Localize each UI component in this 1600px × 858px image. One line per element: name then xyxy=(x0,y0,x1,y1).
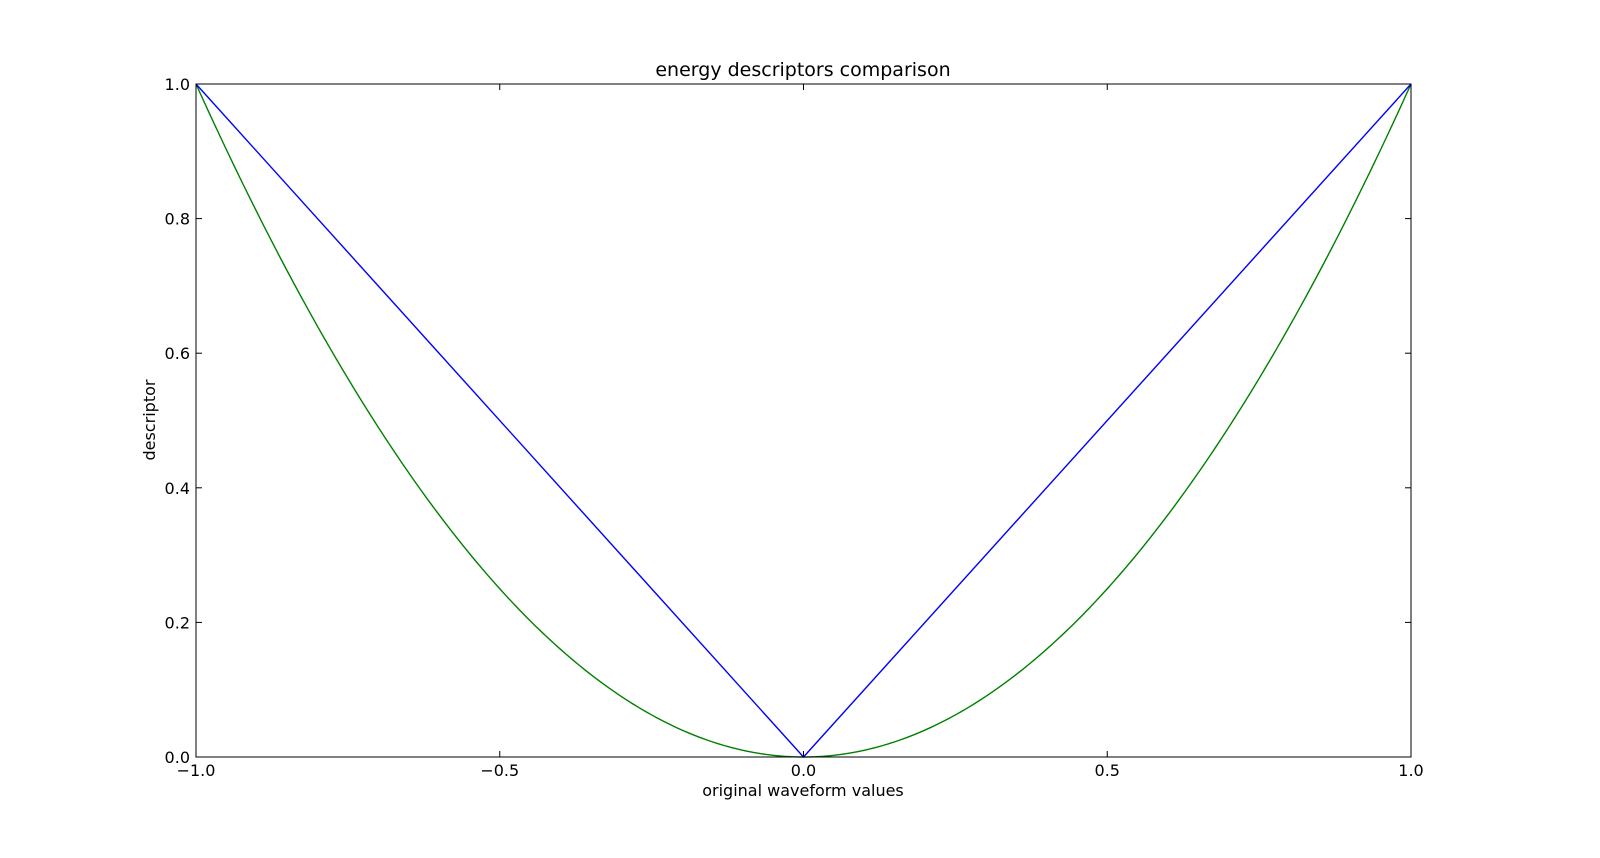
x-tick-label: −1.0 xyxy=(177,761,216,780)
ticks-layer: −1.0 −0.5 0.0 0.5 1.0 0.0 0.2 0.4 0.6 0.8 1.0 xyxy=(165,75,1424,780)
y-tick-label: 0.8 xyxy=(165,210,190,229)
x-tick-label: −0.5 xyxy=(480,761,519,780)
y-tick-label: 0.4 xyxy=(165,479,190,498)
chart-title: energy descriptors comparison xyxy=(655,59,950,81)
y-tick-label: 0.6 xyxy=(165,344,190,363)
series-layer xyxy=(195,83,1412,758)
y-tick-label: 0.2 xyxy=(165,613,190,632)
x-tick-label: 0.0 xyxy=(791,761,816,780)
series-line-1 xyxy=(195,83,1412,758)
y-tick-label: 0.0 xyxy=(165,748,190,767)
series-line-2 xyxy=(195,83,1412,758)
x-axis-label: original waveform values xyxy=(702,781,904,800)
x-tick-label: 0.5 xyxy=(1095,761,1120,780)
plot-frame xyxy=(195,83,1412,758)
x-tick-label: 1.0 xyxy=(1398,761,1423,780)
y-axis-label: descriptor xyxy=(140,379,159,460)
y-tick-label: 1.0 xyxy=(165,75,190,94)
